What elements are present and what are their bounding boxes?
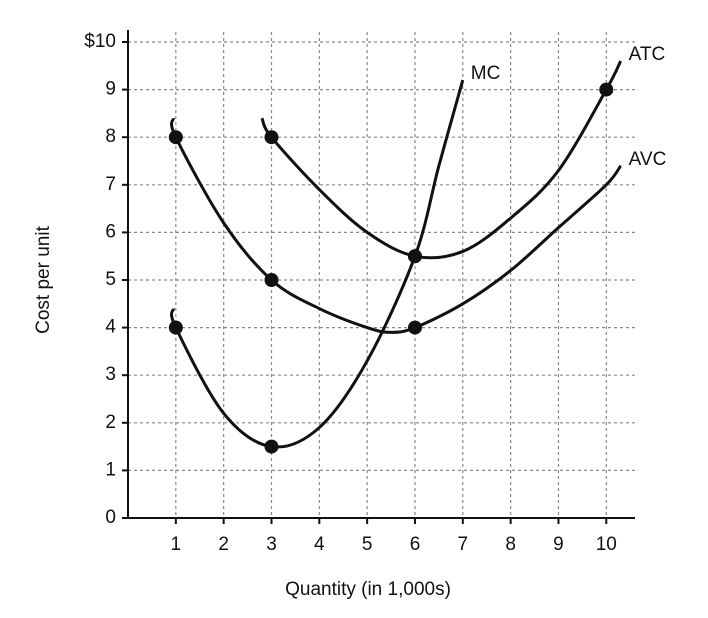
x-tick-label: 7 bbox=[458, 534, 469, 555]
x-tick-label: 1 bbox=[171, 534, 182, 555]
y-tick-label: 6 bbox=[105, 221, 116, 242]
y-tick-label: 8 bbox=[105, 126, 116, 147]
y-axis-label: Cost per unit bbox=[33, 225, 54, 333]
x-tick-label: 6 bbox=[410, 534, 421, 555]
point bbox=[168, 320, 183, 335]
y-tick-label: 2 bbox=[105, 412, 116, 433]
y-tick-label: 4 bbox=[105, 317, 116, 338]
x-tick-label: 2 bbox=[218, 534, 229, 555]
x-axis-label: Quantity (in 1,000s) bbox=[285, 579, 451, 600]
point bbox=[599, 82, 614, 97]
y-tick-label: 0 bbox=[105, 507, 116, 528]
y-tick-label: 3 bbox=[105, 364, 116, 385]
point bbox=[407, 249, 422, 264]
y-tick-label: 1 bbox=[105, 459, 116, 480]
curve bbox=[170, 79, 465, 449]
x-tick-label: 5 bbox=[362, 534, 373, 555]
x-tick-label: 9 bbox=[553, 534, 564, 555]
point bbox=[168, 130, 183, 145]
point bbox=[264, 130, 279, 145]
point bbox=[407, 320, 422, 335]
x-tick-label: 3 bbox=[266, 534, 277, 555]
series-label: ATC bbox=[629, 44, 666, 65]
series-label: MC bbox=[471, 63, 501, 84]
y-tick-label: 7 bbox=[105, 174, 116, 195]
x-tick-label: 8 bbox=[505, 534, 516, 555]
y-tick-label: $10 bbox=[84, 31, 116, 52]
curve bbox=[260, 60, 622, 260]
curve bbox=[170, 117, 622, 334]
y-tick-label: 9 bbox=[105, 79, 116, 100]
x-tick-label: 4 bbox=[314, 534, 325, 555]
x-tick-label: 10 bbox=[596, 534, 617, 555]
point bbox=[264, 439, 279, 454]
series-label: AVC bbox=[629, 149, 667, 170]
y-tick-label: 5 bbox=[105, 269, 116, 290]
point bbox=[264, 273, 279, 287]
